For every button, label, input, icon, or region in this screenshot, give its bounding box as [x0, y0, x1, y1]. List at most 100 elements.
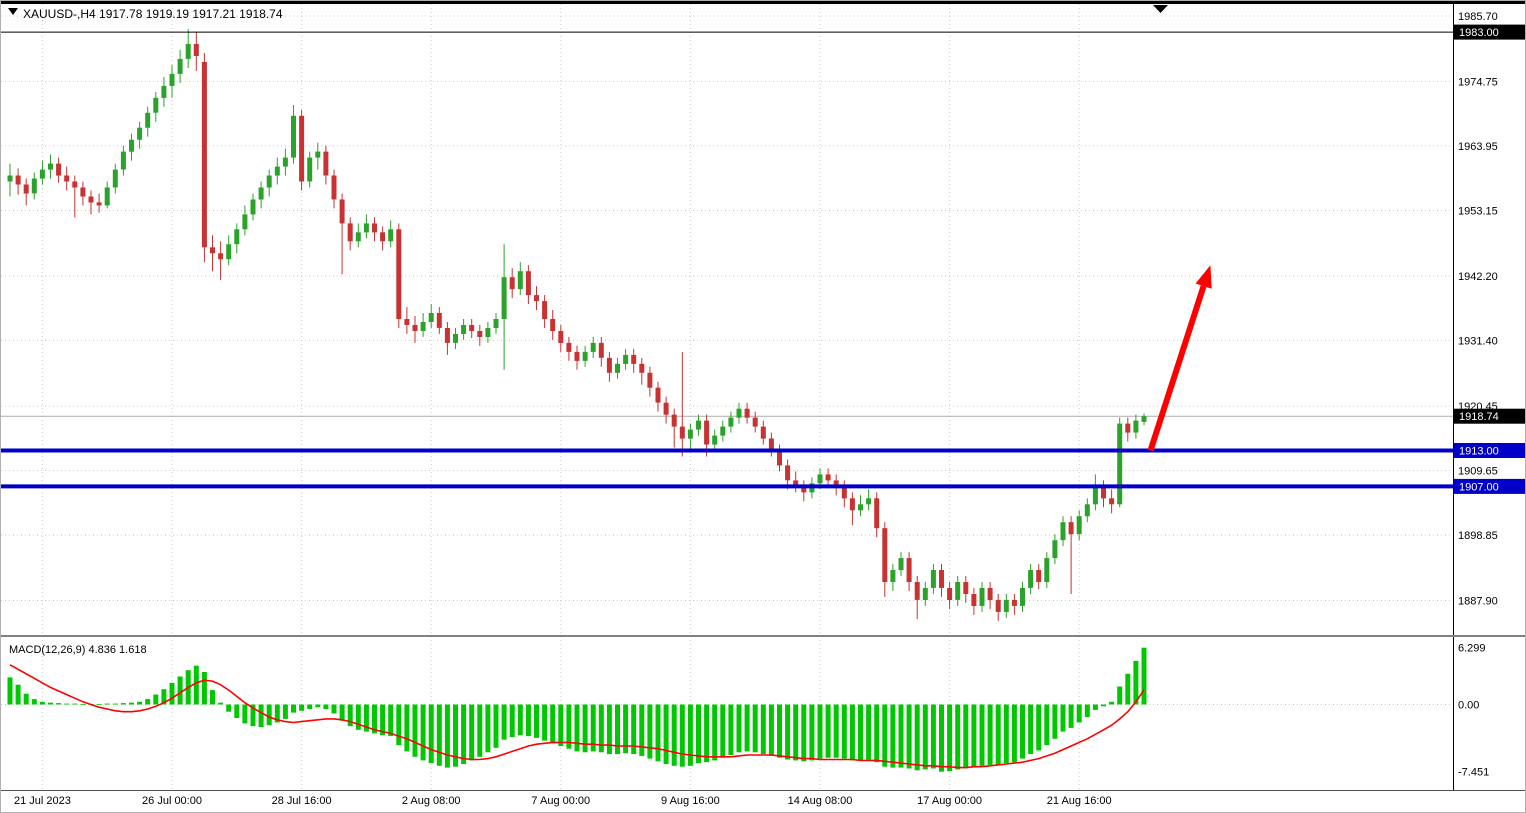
macd-histogram-bar	[858, 704, 863, 761]
candle-body	[1020, 588, 1025, 606]
trend-arrow-shaft[interactable]	[1147, 285, 1207, 452]
candle-body	[137, 127, 143, 140]
candle-body	[72, 181, 78, 188]
macd-histogram-bar	[242, 704, 248, 724]
candle-body	[453, 333, 458, 343]
macd-histogram-bar	[590, 704, 596, 752]
price-tick-label: 1898.85	[1458, 530, 1498, 542]
macd-histogram-bar	[566, 704, 572, 749]
candle-body	[185, 44, 191, 59]
candle-body	[355, 232, 361, 242]
chart-shift-marker-icon[interactable]	[1153, 5, 1168, 13]
macd-histogram-bar	[436, 704, 442, 766]
price-axis[interactable]: 1985.70 1974.75 1963.95 1953.15 1942.20 1931.…	[1454, 11, 1526, 779]
candle-body	[177, 59, 183, 74]
macd-histogram-bar	[347, 704, 353, 727]
candle-body	[15, 175, 21, 185]
macd-histogram-bar	[939, 704, 944, 772]
candle-body	[493, 319, 499, 328]
macd-histogram-bar	[64, 703, 70, 705]
candle-body	[655, 387, 661, 403]
candle-body	[566, 342, 572, 352]
candle-body	[323, 151, 329, 176]
macd-histogram-bar	[971, 704, 977, 768]
macd-histogram-bar	[258, 704, 264, 727]
macd-signal-line	[9, 664, 1145, 769]
candle-body	[396, 229, 402, 319]
candle-body	[1003, 599, 1009, 612]
macd-histogram-bar	[890, 704, 896, 768]
macd-histogram-bar	[582, 704, 588, 753]
candle-body	[898, 558, 904, 571]
candle-body	[955, 582, 961, 600]
macd-histogram-bar	[153, 694, 159, 705]
price-badge-label: 1983.00	[1459, 27, 1499, 39]
macd-histogram-bar	[1020, 704, 1025, 759]
trend-arrow-head[interactable]	[1195, 265, 1212, 289]
macd-histogram-bar	[331, 704, 337, 714]
macd-histogram-bar	[48, 702, 53, 705]
macd-histogram-bar	[315, 704, 321, 708]
macd-histogram-bar	[679, 704, 685, 767]
macd-histogram-bar	[922, 704, 928, 770]
candle-body	[987, 588, 993, 600]
macd-histogram-bar	[542, 704, 548, 741]
candle-body	[906, 558, 912, 582]
macd-histogram-bar	[760, 704, 766, 755]
macd-histogram-bar	[274, 704, 280, 723]
candle-body	[525, 271, 531, 296]
candle-body	[1101, 486, 1106, 499]
candle-body	[793, 480, 799, 487]
one-click-trading-toggle-icon[interactable]	[8, 8, 18, 15]
macd-histogram-bar	[1044, 704, 1050, 746]
candle-body	[849, 498, 855, 511]
macd-histogram-bar	[355, 704, 361, 730]
candle-body	[218, 253, 224, 260]
candle-body	[444, 328, 450, 343]
trend-arrow-annotation[interactable]	[1147, 265, 1212, 452]
macd-histogram-bar	[615, 704, 620, 755]
candle-body	[1068, 522, 1074, 535]
macd-histogram-bar	[736, 704, 742, 753]
candle-body	[687, 429, 693, 439]
macd-histogram-bar	[833, 704, 839, 758]
candle-body	[39, 169, 45, 179]
price-tick-label: 1887.90	[1458, 596, 1498, 608]
candle-body	[631, 354, 637, 364]
macd-histogram-bar	[712, 704, 718, 761]
macd-histogram-bar	[517, 704, 523, 736]
macd-histogram-bar	[23, 693, 29, 705]
macd-histogram-bar	[323, 704, 329, 709]
candle-body	[96, 202, 102, 206]
candle-body	[890, 570, 896, 582]
candle-body	[777, 450, 782, 466]
macd-histogram-bar	[696, 704, 701, 764]
levels-layer[interactable]	[1, 31, 1453, 489]
candle-body	[161, 85, 167, 98]
macd-histogram-bar	[525, 704, 531, 737]
macd-histogram-bar	[947, 704, 953, 772]
macd-histogram-bar	[453, 704, 458, 767]
candle-body	[1084, 504, 1090, 517]
time-label: 26 Jul 00:00	[142, 795, 202, 807]
macd-histogram-bar	[226, 704, 232, 712]
candle-body	[752, 417, 758, 427]
macd-histogram-bar	[777, 704, 782, 758]
candle-body	[801, 486, 807, 493]
candle-body	[469, 325, 475, 331]
candle-body	[388, 229, 394, 242]
price-badge	[1454, 408, 1525, 424]
candle-body	[979, 588, 985, 606]
price-tick-label: 1909.65	[1458, 466, 1498, 478]
macd-histogram-bar	[623, 704, 629, 754]
macd-histogram-bar	[39, 701, 45, 705]
macd-histogram-bar	[671, 704, 677, 766]
candle-body	[882, 528, 888, 582]
price-badge-label: 1918.74	[1459, 411, 1499, 423]
candle-body	[315, 151, 321, 158]
time-axis[interactable]: 21 Jul 2023 26 Jul 00:00 28 Jul 16:00 2 Aug…	[14, 795, 1112, 807]
macd-histogram-bar	[420, 704, 426, 761]
macd-histogram-bar	[112, 703, 118, 705]
